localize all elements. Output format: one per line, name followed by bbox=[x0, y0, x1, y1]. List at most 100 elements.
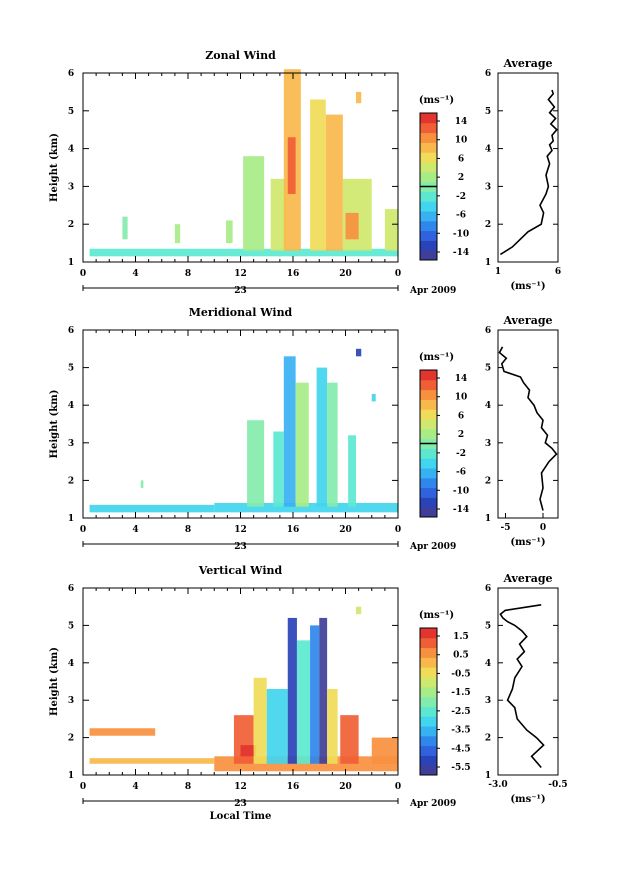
heatmap-cell bbox=[295, 382, 309, 507]
x-tick-label: 4 bbox=[132, 525, 138, 535]
x-tick-label: 0 bbox=[395, 525, 401, 535]
heatmap-cell bbox=[287, 137, 296, 194]
colorbar-swatch bbox=[420, 735, 437, 747]
heatmap-cell bbox=[340, 715, 359, 764]
heatmap-cell bbox=[89, 504, 215, 513]
colorbar-tick-label: -10 bbox=[453, 229, 469, 239]
colorbar-tick-label: -5.5 bbox=[451, 763, 470, 773]
heatmap-cell bbox=[371, 737, 398, 764]
heatmap-cell bbox=[310, 99, 326, 251]
heatmap-cell bbox=[325, 114, 343, 251]
date-month-label: Apr 2009 bbox=[409, 542, 456, 552]
y-tick-label: 3 bbox=[68, 439, 74, 449]
profile-y-tick-label: 6 bbox=[485, 69, 491, 79]
heatmap-cell bbox=[356, 91, 362, 104]
colorbar-tick-label: -1.5 bbox=[451, 688, 470, 698]
profile-x-label: (ms⁻¹) bbox=[510, 537, 545, 548]
y-tick-label: 5 bbox=[68, 364, 74, 374]
y-tick-label: 3 bbox=[68, 182, 74, 192]
colorbar-tick-label: 6 bbox=[458, 411, 464, 421]
heatmap-cell bbox=[140, 480, 144, 488]
date-month-label: Apr 2009 bbox=[409, 286, 456, 296]
colorbar-swatch bbox=[420, 162, 437, 173]
colorbar-tick-label: 2 bbox=[458, 430, 464, 440]
heatmap-cell bbox=[273, 431, 284, 507]
colorbar-swatch bbox=[420, 497, 437, 508]
y-tick-label: 2 bbox=[68, 734, 74, 744]
heatmap-cell bbox=[266, 688, 288, 764]
heatmap-cell bbox=[122, 216, 128, 240]
colorbar-swatch bbox=[420, 628, 437, 639]
x-tick-label: 0 bbox=[80, 782, 86, 792]
colorbar-swatch bbox=[420, 379, 437, 391]
heatmap-cell bbox=[296, 640, 311, 764]
colorbar-swatch bbox=[420, 647, 437, 658]
profile-y-tick-label: 6 bbox=[485, 326, 491, 336]
colorbar-tick-label: -2 bbox=[456, 449, 466, 459]
heatmap-cell bbox=[319, 617, 328, 764]
profile-frame bbox=[497, 72, 559, 263]
heatmap-cell bbox=[348, 435, 356, 507]
heatmap-cell bbox=[89, 728, 156, 736]
profile-y-tick-label: 3 bbox=[485, 439, 491, 449]
y-tick-label: 6 bbox=[68, 326, 74, 336]
colorbar-swatch bbox=[420, 370, 437, 381]
y-tick-label: 1 bbox=[68, 771, 74, 781]
profile-line bbox=[499, 89, 558, 256]
colorbar-tick-label: 14 bbox=[455, 374, 468, 384]
colorbar-tick-label: 2 bbox=[458, 173, 464, 183]
y-axis-label: Height (km) bbox=[49, 133, 60, 202]
heatmap-cell bbox=[240, 745, 257, 757]
profile-y-tick-label: 1 bbox=[485, 514, 491, 524]
colorbar-swatch bbox=[420, 716, 437, 727]
heatmap-cell bbox=[384, 209, 398, 251]
x-tick-label: 0 bbox=[395, 782, 401, 792]
colorbar-swatch bbox=[420, 250, 437, 261]
colorbar-swatch bbox=[420, 706, 437, 717]
x-tick-label: 4 bbox=[132, 269, 138, 279]
y-tick-label: 4 bbox=[68, 145, 74, 155]
heatmap-cell bbox=[233, 715, 254, 764]
profile-y-tick-label: 4 bbox=[485, 401, 491, 411]
colorbar-swatch bbox=[420, 507, 437, 518]
heatmap-cell bbox=[89, 758, 215, 764]
y-tick-label: 6 bbox=[68, 584, 74, 594]
colorbar-tick-label: 0.5 bbox=[453, 651, 469, 661]
profile-line bbox=[499, 604, 545, 769]
x-tick-label: 20 bbox=[339, 782, 352, 792]
y-tick-label: 5 bbox=[68, 621, 74, 631]
y-tick-label: 4 bbox=[68, 401, 74, 411]
profile-y-tick-label: 2 bbox=[485, 476, 491, 486]
x-tick-label: 20 bbox=[339, 269, 352, 279]
colorbar-tick-label: 14 bbox=[455, 117, 468, 127]
panel-title: Zonal Wind bbox=[205, 49, 276, 62]
y-tick-label: 1 bbox=[68, 258, 74, 268]
colorbar-swatch bbox=[420, 211, 437, 222]
profile-y-tick-label: 5 bbox=[485, 364, 491, 374]
y-tick-label: 4 bbox=[68, 659, 74, 669]
colorbar-swatch bbox=[420, 132, 437, 143]
profile-y-tick-label: 5 bbox=[485, 621, 491, 631]
heatmap-cell bbox=[226, 220, 233, 244]
profile-y-tick-label: 2 bbox=[485, 220, 491, 230]
x-tick-label: 12 bbox=[234, 525, 247, 535]
colorbar-swatch bbox=[420, 696, 437, 707]
profile-title: Average bbox=[502, 314, 552, 327]
heatmap-cell bbox=[371, 393, 376, 402]
x-tick-label: 8 bbox=[185, 525, 191, 535]
colorbar-swatch bbox=[420, 755, 437, 766]
colorbar-swatch bbox=[420, 122, 437, 134]
x-tick-label: 0 bbox=[395, 269, 401, 279]
heatmap-cell bbox=[243, 156, 265, 251]
profile-y-tick-label: 4 bbox=[485, 659, 491, 669]
heatmap-cell bbox=[270, 178, 287, 251]
colorbar-tick-label: 10 bbox=[455, 393, 468, 403]
date-day-label: 23 bbox=[234, 286, 247, 296]
colorbar-tick-label: 6 bbox=[458, 154, 464, 164]
heatmap-cell bbox=[327, 688, 338, 764]
x-tick-label: 4 bbox=[132, 782, 138, 792]
profile-x-tick-label: -5 bbox=[501, 523, 511, 533]
heatmap-cell bbox=[174, 224, 181, 244]
date-day-label: 23 bbox=[234, 799, 247, 809]
x-tick-label: 12 bbox=[234, 269, 247, 279]
